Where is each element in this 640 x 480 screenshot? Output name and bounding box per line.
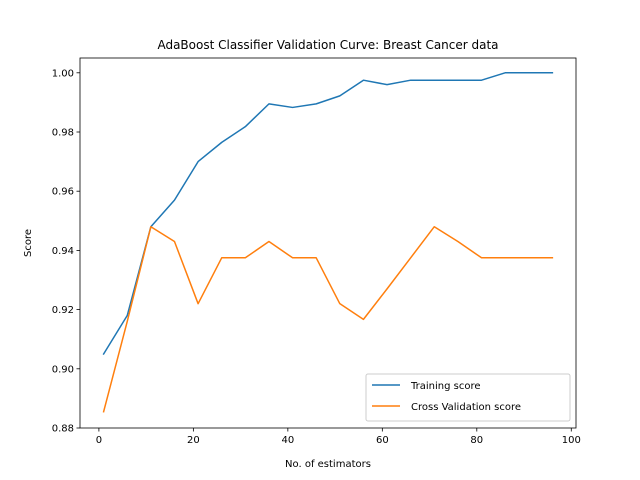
x-tick-label: 40: [281, 435, 294, 446]
legend-box: [365, 373, 571, 422]
x-tick-label: 80: [470, 435, 483, 446]
y-tick-label: 0.92: [52, 305, 74, 316]
y-tick-label: 0.90: [52, 364, 74, 375]
training-score-line: [102, 72, 554, 356]
y-tick-label: 0.96: [52, 187, 74, 198]
legend-label-training: Training score: [410, 381, 481, 392]
legend: Training score Cross Validation score: [365, 373, 571, 422]
y-tick-label: 0.98: [52, 128, 74, 139]
plot-frame: [79, 57, 577, 429]
x-axis-label: No. of estimators: [285, 459, 371, 470]
x-tick-label: 100: [562, 435, 581, 446]
x-tick-label: 20: [187, 435, 200, 446]
cv-score-line: [102, 225, 554, 413]
x-tick-label: 0: [96, 435, 102, 446]
y-tick-label: 1.00: [52, 68, 74, 79]
y-axis-label: Score: [23, 229, 34, 257]
y-tick-label: 0.88: [52, 424, 74, 435]
y-tick-label: 0.94: [52, 246, 74, 257]
x-tick-label: 60: [376, 435, 389, 446]
chart-title: AdaBoost Classifier Validation Curve: Br…: [157, 38, 498, 52]
legend-label-cv: Cross Validation score: [411, 402, 521, 413]
